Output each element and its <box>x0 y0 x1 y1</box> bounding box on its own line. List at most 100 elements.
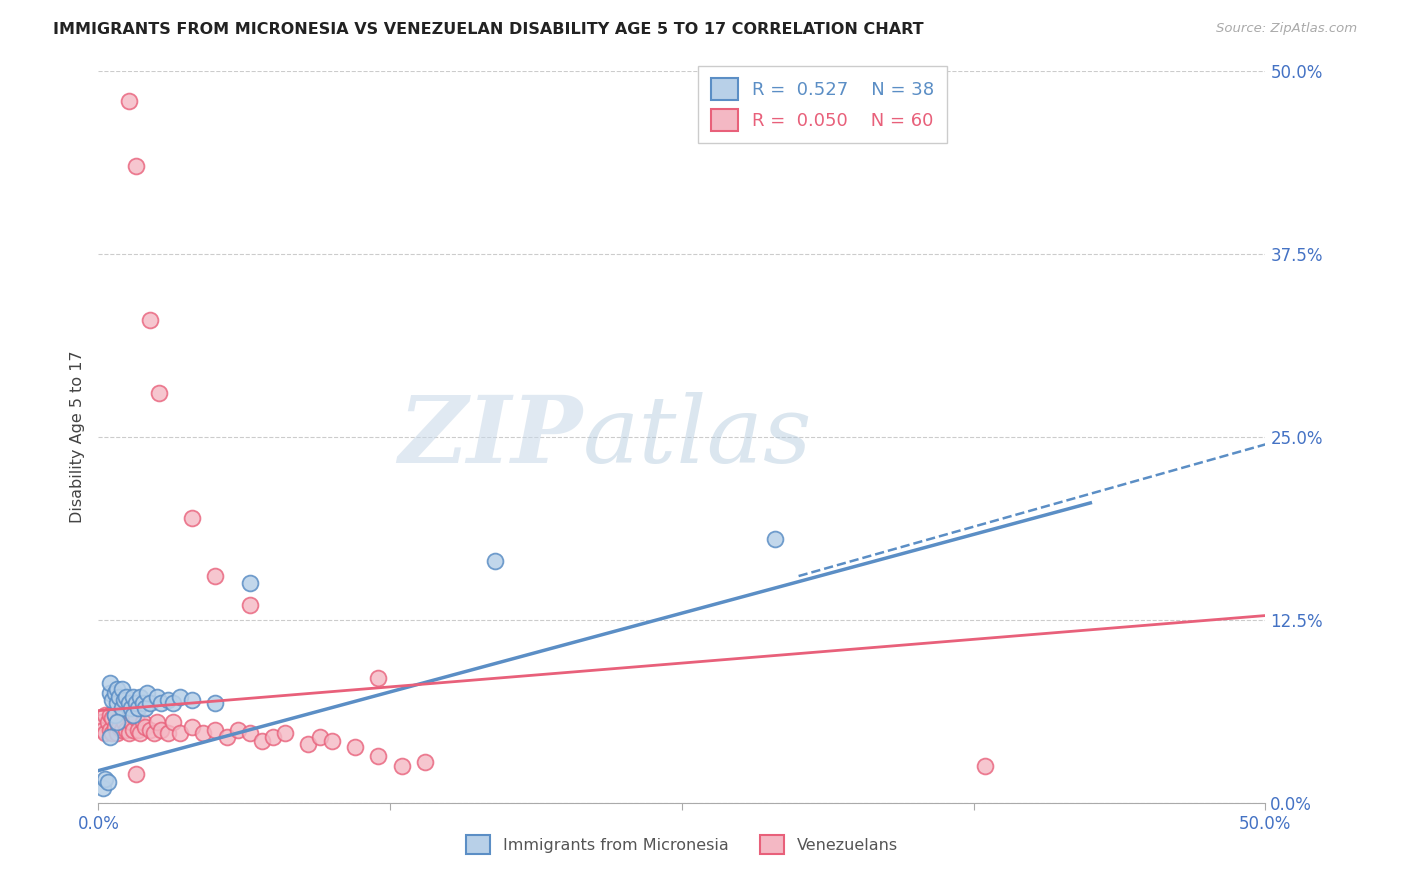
Point <box>122 723 145 737</box>
Point <box>94 725 117 739</box>
Point <box>344 740 367 755</box>
Point <box>94 772 117 787</box>
Point <box>239 599 262 613</box>
Point <box>115 690 138 705</box>
Point <box>146 715 169 730</box>
Point <box>193 725 215 739</box>
Point <box>204 723 226 737</box>
Point <box>180 720 202 734</box>
Point <box>111 700 134 714</box>
Y-axis label: Disability Age 5 to 17: Disability Age 5 to 17 <box>69 351 84 524</box>
Point <box>122 708 145 723</box>
Point <box>122 690 145 705</box>
Point <box>132 715 155 730</box>
Point <box>228 723 250 737</box>
Point <box>157 725 180 739</box>
Point <box>118 725 141 739</box>
Point <box>180 510 202 524</box>
Point <box>97 715 120 730</box>
Point <box>148 386 170 401</box>
Point <box>132 696 155 710</box>
Point <box>162 715 184 730</box>
Point <box>101 693 124 707</box>
Point <box>104 708 127 723</box>
Point <box>127 700 149 714</box>
Point <box>98 723 121 737</box>
Point <box>162 696 184 710</box>
Point <box>484 554 506 568</box>
Point <box>150 723 173 737</box>
Point <box>262 730 284 744</box>
Point <box>101 725 124 739</box>
Point <box>139 696 162 710</box>
Point <box>239 576 262 591</box>
Point <box>204 696 226 710</box>
Point <box>367 749 389 764</box>
Point <box>125 711 148 725</box>
Point <box>169 690 191 705</box>
Point <box>111 723 134 737</box>
Point <box>108 690 131 705</box>
Point <box>215 730 238 744</box>
Text: Source: ZipAtlas.com: Source: ZipAtlas.com <box>1216 22 1357 36</box>
Point <box>104 708 127 723</box>
Text: IMMIGRANTS FROM MICRONESIA VS VENEZUELAN DISABILITY AGE 5 TO 17 CORRELATION CHAR: IMMIGRANTS FROM MICRONESIA VS VENEZUELAN… <box>53 22 924 37</box>
Point <box>91 723 114 737</box>
Point <box>250 734 273 748</box>
Text: atlas: atlas <box>582 392 813 482</box>
Point <box>104 686 127 700</box>
Point <box>146 690 169 705</box>
Point <box>129 690 152 705</box>
Point <box>122 708 145 723</box>
Point <box>974 759 997 773</box>
Text: ZIP: ZIP <box>398 392 582 482</box>
Legend: Immigrants from Micronesia, Venezuelans: Immigrants from Micronesia, Venezuelans <box>460 829 904 861</box>
Point <box>150 696 173 710</box>
Point <box>91 781 114 796</box>
Point <box>391 759 413 773</box>
Point <box>136 686 159 700</box>
Point <box>112 715 135 730</box>
Point <box>90 715 112 730</box>
Point <box>120 700 142 714</box>
Point <box>97 775 120 789</box>
Point <box>98 708 121 723</box>
Point <box>763 533 786 547</box>
Point <box>111 681 134 696</box>
Point <box>105 714 128 728</box>
Point <box>118 94 141 108</box>
Point <box>104 720 127 734</box>
Point <box>112 693 135 707</box>
Point <box>111 708 134 723</box>
Point <box>125 160 148 174</box>
Point <box>139 313 162 327</box>
Point <box>239 725 262 739</box>
Point <box>157 693 180 707</box>
Point <box>127 723 149 737</box>
Point <box>105 681 128 696</box>
Point <box>94 708 117 723</box>
Point <box>125 766 148 780</box>
Point <box>367 672 389 686</box>
Point <box>105 725 128 739</box>
Point <box>134 700 156 714</box>
Point <box>297 737 319 751</box>
Point <box>180 693 202 707</box>
Point <box>120 715 142 730</box>
Point <box>274 725 297 739</box>
Point <box>98 686 121 700</box>
Point <box>134 720 156 734</box>
Point <box>143 725 166 739</box>
Point <box>98 676 121 690</box>
Point <box>321 734 343 748</box>
Point <box>309 730 332 744</box>
Point <box>204 569 226 583</box>
Point <box>98 730 121 744</box>
Point <box>129 725 152 739</box>
Point <box>125 696 148 710</box>
Point <box>169 725 191 739</box>
Point <box>101 711 124 725</box>
Point <box>115 723 138 737</box>
Point <box>139 723 162 737</box>
Point <box>108 720 131 734</box>
